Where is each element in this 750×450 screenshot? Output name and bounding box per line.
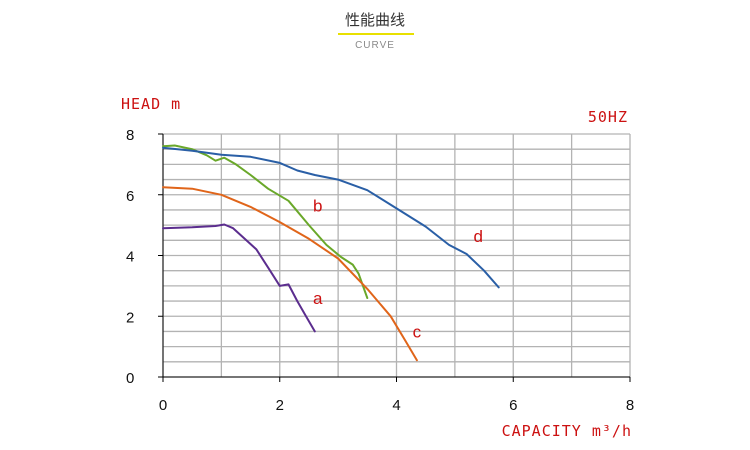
x-tick-label: 8	[626, 397, 634, 414]
header: 性能曲线 CURVE	[0, 0, 750, 60]
y-axis-title: HEAD m	[121, 95, 181, 113]
series-line-b	[162, 144, 369, 299]
x-axis-title: CAPACITY m³/h	[502, 422, 632, 440]
page-title: 性能曲线	[344, 11, 405, 29]
series-line-a	[162, 223, 316, 333]
page-subtitle: CURVE	[355, 40, 395, 51]
series-label-a: a	[313, 289, 323, 308]
frequency-label: 50HZ	[588, 108, 628, 126]
title-underline	[338, 33, 414, 35]
series-label-d: d	[473, 227, 482, 246]
x-tick-label: 0	[159, 397, 167, 414]
y-tick-label: 4	[126, 249, 134, 266]
series-line-d	[162, 146, 500, 289]
y-tick-label: 2	[126, 309, 134, 326]
y-tick-label: 6	[126, 188, 134, 205]
series-label-c: c	[413, 323, 422, 342]
x-tick-label: 4	[392, 397, 400, 414]
series-line-c	[162, 186, 418, 362]
series-label-b: b	[313, 196, 322, 215]
y-tick-label: 8	[126, 127, 134, 144]
y-tick-label: 0	[126, 370, 134, 387]
x-tick-label: 2	[276, 397, 284, 414]
x-tick-label: 6	[509, 397, 517, 414]
